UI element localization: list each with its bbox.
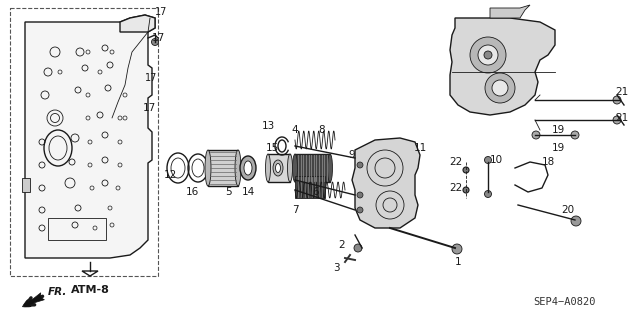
Text: 2: 2 [339, 240, 346, 250]
Text: 10: 10 [490, 155, 502, 165]
Text: 18: 18 [541, 157, 555, 167]
Text: 20: 20 [561, 205, 575, 215]
Bar [10, 8, 158, 276]
Ellipse shape [235, 150, 241, 186]
Text: 22: 22 [449, 157, 463, 167]
Ellipse shape [240, 156, 256, 180]
Text: 11: 11 [413, 143, 427, 153]
Circle shape [613, 96, 621, 104]
Bar [208, 150, 238, 186]
Text: 17: 17 [152, 33, 164, 43]
Ellipse shape [328, 154, 333, 182]
Text: 1: 1 [454, 257, 461, 267]
Circle shape [452, 244, 462, 254]
Circle shape [571, 131, 579, 139]
Text: 3: 3 [333, 263, 339, 273]
Polygon shape [490, 5, 530, 18]
Ellipse shape [273, 160, 283, 176]
Circle shape [357, 192, 363, 198]
Polygon shape [25, 15, 155, 258]
Ellipse shape [275, 164, 280, 173]
Text: 22: 22 [449, 183, 463, 193]
Bar [295, 154, 330, 182]
Text: 8: 8 [319, 125, 325, 135]
Ellipse shape [266, 154, 271, 182]
Text: 6: 6 [313, 187, 319, 197]
Circle shape [532, 131, 540, 139]
Text: 7: 7 [292, 205, 298, 215]
Circle shape [478, 45, 498, 65]
Text: 21: 21 [616, 113, 628, 123]
Polygon shape [450, 18, 555, 115]
Ellipse shape [205, 150, 211, 186]
Circle shape [571, 216, 581, 226]
Text: FR.: FR. [48, 287, 67, 297]
Circle shape [484, 51, 492, 59]
Text: SEP4−A0820: SEP4−A0820 [534, 297, 596, 307]
Text: 9: 9 [349, 150, 355, 160]
Circle shape [484, 157, 492, 164]
Text: 13: 13 [261, 121, 275, 131]
Text: 4: 4 [292, 125, 298, 135]
Text: 16: 16 [186, 187, 198, 197]
Polygon shape [120, 15, 155, 32]
Ellipse shape [287, 154, 292, 182]
Text: 12: 12 [163, 170, 177, 180]
Bar [268, 154, 290, 182]
Circle shape [492, 80, 508, 96]
Bar [295, 176, 325, 198]
Circle shape [470, 37, 506, 73]
Text: 19: 19 [552, 143, 564, 153]
Circle shape [484, 190, 492, 197]
Circle shape [357, 162, 363, 168]
Text: 15: 15 [266, 143, 278, 153]
Circle shape [354, 244, 362, 252]
Circle shape [613, 116, 621, 124]
Text: 17: 17 [145, 73, 157, 83]
Circle shape [485, 73, 515, 103]
Text: 14: 14 [241, 187, 255, 197]
Text: 21: 21 [616, 87, 628, 97]
Circle shape [152, 39, 159, 46]
Circle shape [463, 187, 469, 193]
Bar [22, 178, 30, 192]
Text: ATM-8: ATM-8 [70, 285, 109, 295]
Ellipse shape [244, 161, 252, 175]
Circle shape [357, 207, 363, 213]
Polygon shape [352, 138, 420, 228]
Text: 17: 17 [155, 7, 168, 17]
Ellipse shape [292, 154, 298, 182]
Text: 17: 17 [142, 103, 156, 113]
Text: 5: 5 [225, 187, 231, 197]
Bar [48, 218, 106, 240]
Circle shape [463, 167, 469, 173]
Text: 19: 19 [552, 125, 564, 135]
